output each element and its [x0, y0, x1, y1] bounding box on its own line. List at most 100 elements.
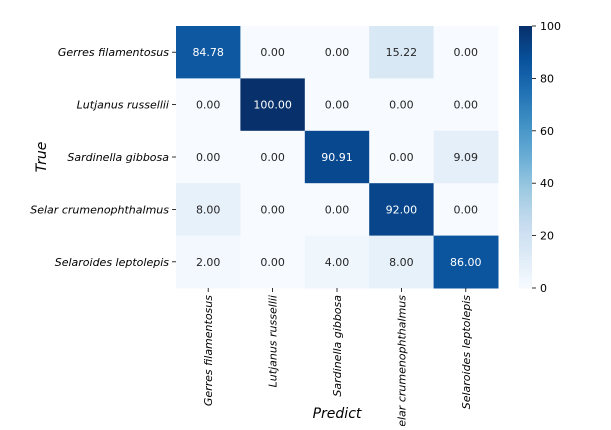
colorbar-segment	[519, 274, 532, 279]
colorbar-segment	[519, 198, 532, 203]
x-tick-label: Lutjanus russellii	[267, 295, 280, 387]
colorbar-tick-label: 80	[540, 72, 554, 85]
heatmap-cell	[369, 78, 435, 132]
colorbar-segment	[519, 206, 532, 210]
cell-value-label: 0.00	[389, 99, 414, 112]
colorbar-segment	[519, 115, 532, 119]
colorbar-segment	[519, 225, 532, 229]
heatmap-cell	[240, 78, 306, 132]
colorbar-segment	[519, 259, 532, 263]
colorbar-segment	[519, 172, 532, 176]
colorbar-segment	[519, 120, 532, 124]
colorbar-segment	[519, 167, 532, 171]
colorbar-segment	[519, 83, 532, 87]
heatmap-cell	[304, 235, 370, 289]
colorbar-segment	[519, 112, 532, 116]
colorbar-segment	[519, 256, 532, 260]
colorbar-segment	[519, 49, 532, 53]
colorbar-segment	[519, 282, 532, 286]
heatmap-cell	[240, 183, 306, 237]
colorbar-segment	[519, 185, 532, 190]
cell-value-label: 0.00	[260, 46, 285, 59]
heatmap-cell	[433, 78, 499, 132]
heatmap-cell	[240, 235, 306, 289]
colorbar-segment	[519, 99, 532, 103]
colorbar-segment	[519, 101, 532, 106]
colorbar-segment	[519, 36, 532, 40]
cell-value-label: 100.00	[253, 99, 292, 112]
colorbar-segment	[519, 180, 532, 184]
colorbar-segment	[519, 246, 532, 250]
heatmap-cell	[176, 235, 241, 289]
heatmap-cell	[433, 26, 499, 79]
cell-value-label: 86.00	[450, 256, 482, 269]
heatmap-cell	[433, 183, 499, 237]
cell-value-label: 0.00	[325, 203, 350, 216]
colorbar-tick-label: 20	[540, 230, 554, 243]
colorbar-segment	[519, 33, 532, 38]
colorbar-segment	[519, 253, 532, 258]
colorbar-segment	[519, 243, 532, 247]
colorbar-segment	[519, 240, 532, 245]
colorbar-segment	[519, 130, 532, 135]
cell-value-label: 0.00	[389, 151, 414, 164]
colorbar-segment	[519, 219, 532, 224]
colorbar-segment	[519, 230, 532, 234]
colorbar-tick-label: 0	[540, 282, 547, 295]
colorbar-segment	[519, 151, 532, 155]
colorbar-segment	[519, 117, 532, 121]
colorbar-segment	[519, 196, 532, 200]
cell-value-label: 8.00	[389, 256, 414, 269]
colorbar-segment	[519, 227, 532, 231]
cell-value-label: 92.00	[386, 203, 418, 216]
colorbar-segment	[519, 159, 532, 163]
colorbar-segment	[519, 177, 532, 182]
colorbar-segment	[519, 26, 532, 30]
colorbar-segment	[519, 54, 532, 59]
colorbar-segment	[519, 46, 532, 51]
colorbar-segment	[519, 143, 532, 148]
colorbar-segment	[519, 272, 532, 276]
colorbar-segment	[519, 164, 532, 169]
colorbar-segment	[519, 175, 532, 179]
colorbar-segment	[519, 264, 532, 268]
x-tick-label: Selar crumenophthalmus	[395, 295, 408, 426]
heatmap-cell	[304, 183, 370, 237]
cell-value-label: 0.00	[196, 99, 221, 112]
heatmap-cell	[304, 130, 370, 184]
x-tick-label: Gerres filamentosus	[202, 295, 215, 406]
colorbar-segment	[519, 86, 532, 90]
y-tick-label: Selaroides leptolepis	[55, 256, 170, 269]
cell-value-label: 0.00	[196, 151, 221, 164]
heatmap-cell	[304, 78, 370, 132]
colorbar-segment	[519, 107, 532, 111]
heatmap-cell	[240, 130, 306, 184]
colorbar-segment	[519, 162, 532, 166]
cell-value-label: 9.09	[454, 151, 479, 164]
cell-value-label: 90.91	[321, 151, 353, 164]
colorbar-segment	[519, 94, 532, 98]
colorbar-segment	[519, 141, 532, 145]
colorbar-segment	[519, 65, 532, 69]
colorbar-segment	[519, 267, 532, 271]
colorbar-segment	[519, 214, 532, 218]
heatmap-cell	[369, 183, 435, 237]
colorbar-segment	[519, 52, 532, 56]
x-tick-label: Selaroides leptolepis	[460, 295, 473, 410]
colorbar-segment	[519, 238, 532, 242]
cell-value-label: 0.00	[454, 46, 479, 59]
colorbar-segment	[519, 81, 532, 85]
cell-value-label: 84.78	[192, 46, 224, 59]
cell-value-label: 8.00	[196, 203, 221, 216]
colorbar-segment	[519, 154, 532, 158]
cell-value-label: 0.00	[260, 256, 285, 269]
colorbar-segment	[519, 88, 532, 93]
cell-value-label: 0.00	[260, 203, 285, 216]
heatmap-cell	[369, 26, 435, 79]
cell-value-label: 0.00	[454, 99, 479, 112]
heatmap-cell	[304, 26, 370, 79]
heatmap-cell	[176, 78, 241, 132]
cell-value-label: 0.00	[325, 99, 350, 112]
colorbar-segment	[519, 125, 532, 129]
